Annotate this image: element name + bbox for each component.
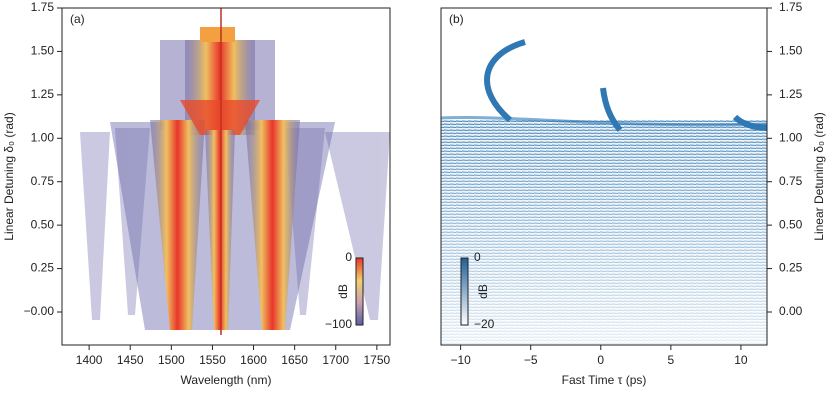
y-tick-label: 0.75 <box>31 174 55 188</box>
x-tick-label: −5 <box>524 353 538 367</box>
colorbar-title: dB <box>476 284 490 299</box>
y-tick-label: −0.00 <box>24 304 55 318</box>
y-tick-label: 1.75 <box>31 0 55 14</box>
colorbar <box>355 257 364 326</box>
x-tick-label: 1400 <box>76 353 103 367</box>
colorbar-title: dB <box>336 284 350 299</box>
x-axis-title: Wavelength (nm) <box>181 373 272 387</box>
x-tick-label: −10 <box>450 353 471 367</box>
colorbar-tick-label: −100 <box>325 317 352 331</box>
x-tick-label: 1600 <box>240 353 267 367</box>
x-tick-label: 1700 <box>322 353 349 367</box>
y-tick-label: 0.50 <box>31 217 55 231</box>
x-axis-title: Fast Time τ (ps) <box>562 373 647 387</box>
x-tick-label: 0 <box>597 353 604 367</box>
x-tick-label: 1650 <box>281 353 308 367</box>
y-tick-label: 0.50 <box>779 217 803 231</box>
spectrum-map <box>80 8 390 335</box>
y-tick-label: 1.50 <box>31 44 55 58</box>
colorbar-tick-label: 0 <box>345 250 352 264</box>
colorbar-tick-label: 0 <box>474 250 481 264</box>
y-axis-title: Linear Detuning δ₀ (rad) <box>812 112 826 240</box>
y-tick-label: 1.75 <box>779 0 803 14</box>
y-tick-label: 1.00 <box>31 130 55 144</box>
x-tick-label: 1500 <box>158 353 185 367</box>
x-tick-label: 1550 <box>199 353 226 367</box>
y-tick-label: 1.00 <box>779 130 803 144</box>
panel-label: (a) <box>70 12 85 26</box>
plot-frame <box>61 7 391 346</box>
y-tick-label: 1.25 <box>31 87 55 101</box>
y-tick-label: 1.50 <box>779 44 803 58</box>
colorbar <box>460 257 469 326</box>
panel-label: (b) <box>449 12 464 26</box>
plot-frame <box>440 7 768 346</box>
y-tick-label: 0.00 <box>779 304 803 318</box>
y-tick-label: 0.25 <box>779 261 803 275</box>
x-tick-label: 10 <box>734 353 748 367</box>
colorbar-tick-label: −20 <box>474 317 495 331</box>
x-tick-label: 5 <box>668 353 675 367</box>
y-axis-title: Linear Detuning δ₀ (rad) <box>2 112 16 240</box>
y-tick-label: 0.75 <box>779 174 803 188</box>
y-tick-label: 1.25 <box>779 87 803 101</box>
x-tick-label: 1750 <box>363 353 390 367</box>
x-tick-label: 1450 <box>117 353 144 367</box>
time-map <box>440 39 768 345</box>
y-tick-label: 0.25 <box>31 261 55 275</box>
